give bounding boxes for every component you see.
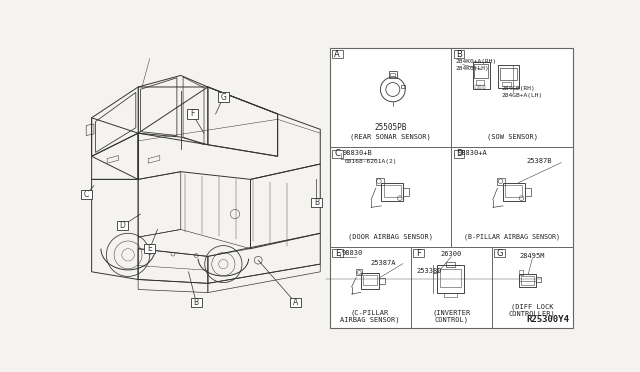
Bar	[356, 269, 362, 276]
Bar	[525, 188, 531, 196]
Bar	[401, 85, 405, 88]
Bar	[494, 249, 505, 257]
Bar	[187, 109, 198, 119]
Text: (REAR SONAR SENSOR): (REAR SONAR SENSOR)	[350, 134, 431, 141]
Bar	[191, 298, 202, 307]
Bar	[332, 150, 343, 158]
Text: 25387A: 25387A	[371, 260, 396, 266]
Bar	[440, 269, 461, 287]
Bar	[474, 64, 488, 78]
Text: (INVERTER: (INVERTER	[432, 310, 470, 316]
Text: 284K0(LH): 284K0(LH)	[455, 66, 489, 71]
Text: 25387B: 25387B	[527, 158, 552, 164]
Text: 98830+B: 98830+B	[343, 150, 372, 156]
Bar	[381, 183, 403, 201]
Bar	[500, 68, 517, 80]
Text: 28495M: 28495M	[520, 253, 545, 259]
Bar	[218, 92, 229, 102]
Text: 26300: 26300	[440, 251, 462, 257]
Bar	[505, 185, 522, 198]
Bar	[519, 274, 536, 287]
Text: R25300Y4: R25300Y4	[527, 315, 570, 324]
Bar	[403, 188, 409, 196]
Text: E: E	[147, 244, 152, 253]
Text: G: G	[496, 249, 503, 258]
Bar	[446, 262, 455, 267]
Text: 284K0+A(RH): 284K0+A(RH)	[455, 59, 497, 64]
Text: 98830: 98830	[341, 250, 362, 256]
Text: 98830+A: 98830+A	[458, 150, 487, 156]
Text: G: G	[220, 93, 227, 102]
Bar	[332, 50, 343, 58]
Text: E: E	[335, 249, 340, 258]
Text: A: A	[335, 50, 340, 59]
Text: A: A	[293, 298, 298, 307]
Bar	[117, 221, 128, 230]
Bar	[363, 276, 377, 285]
Bar	[483, 86, 485, 89]
Bar	[390, 73, 395, 76]
Bar	[502, 82, 511, 86]
Bar	[332, 249, 343, 257]
Text: (DOOR AIRBAG SENSOR): (DOOR AIRBAG SENSOR)	[348, 234, 433, 240]
Bar	[444, 293, 457, 297]
Text: (C-PILLAR: (C-PILLAR	[351, 310, 389, 316]
Bar	[330, 48, 573, 328]
Bar	[503, 183, 525, 201]
Text: (B-PILLAR AIRBAG SENSOR): (B-PILLAR AIRBAG SENSOR)	[464, 234, 560, 240]
Text: AIRBAG SENSOR): AIRBAG SENSOR)	[340, 316, 400, 323]
Text: (SOW SENSOR): (SOW SENSOR)	[486, 134, 538, 141]
Bar	[479, 86, 481, 89]
Bar	[498, 65, 520, 88]
Bar	[81, 190, 92, 199]
Text: D: D	[120, 221, 125, 230]
Bar	[383, 185, 401, 198]
Text: (DIFF LOCK: (DIFF LOCK	[511, 304, 554, 311]
Text: 284GB(RH): 284GB(RH)	[502, 86, 535, 91]
Bar	[476, 80, 484, 85]
Bar	[389, 71, 397, 78]
Bar	[473, 62, 490, 89]
Bar	[476, 86, 477, 89]
Text: C: C	[84, 190, 89, 199]
Text: 284GB+A(LH): 284GB+A(LH)	[502, 93, 543, 98]
Text: CONTROL): CONTROL)	[434, 316, 468, 323]
Bar	[454, 50, 465, 58]
Text: D: D	[456, 149, 462, 158]
Bar	[361, 273, 380, 289]
Bar	[380, 278, 385, 284]
Bar	[454, 150, 465, 158]
Text: 25338D: 25338D	[417, 268, 442, 275]
Text: 25505PB: 25505PB	[374, 123, 406, 132]
Bar	[536, 277, 541, 282]
Text: C: C	[334, 149, 340, 158]
Bar	[145, 244, 155, 253]
Bar	[519, 270, 523, 275]
Bar	[413, 249, 424, 257]
Text: B: B	[314, 198, 319, 207]
Text: F: F	[416, 249, 421, 258]
Text: F: F	[190, 109, 195, 118]
Text: B: B	[194, 298, 199, 307]
Text: B: B	[456, 50, 462, 59]
Bar	[437, 266, 463, 293]
Bar	[522, 276, 534, 285]
Bar	[497, 178, 505, 185]
Bar	[376, 178, 383, 185]
Text: CONTROLLER): CONTROLLER)	[509, 311, 556, 317]
Text: 08168-6201A(2): 08168-6201A(2)	[345, 159, 397, 164]
Bar	[290, 298, 301, 307]
Bar	[311, 198, 322, 207]
